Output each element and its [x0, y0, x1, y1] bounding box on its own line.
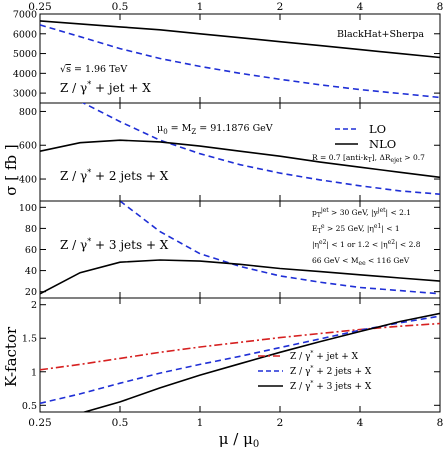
ytick-label: 5000 — [13, 49, 37, 60]
x-axis-label: μ / μ0 — [219, 430, 259, 450]
xtick-label-bottom: 1 — [197, 417, 204, 429]
process-label-jet3: Z / γ* + 3 jets + X — [60, 237, 169, 252]
series-kfactor-z-3-jets-x — [81, 312, 440, 412]
annotation-cut-et: ETe > 25 GeV, |ηe1| < 1 — [312, 223, 400, 235]
ytick-label: 6000 — [13, 29, 37, 40]
xtick-label-bottom: 0.5 — [112, 417, 129, 429]
process-label-jet2: Z / γ* + 2 jets + X — [60, 168, 169, 183]
ytick-label: 800 — [19, 107, 37, 118]
xtick-label-bottom: 0.25 — [28, 417, 51, 429]
series-jet1-lo — [40, 24, 440, 99]
legend-k-jet1-label: Z / γ* + jet + X — [290, 350, 359, 362]
ytick-label: 4000 — [13, 69, 37, 80]
xtick-label-bottom: 4 — [357, 417, 364, 429]
xtick-label-bottom: 2 — [277, 417, 284, 429]
xtick-label-top: 0.5 — [112, 1, 129, 13]
series-jet3-lo — [119, 201, 440, 295]
series-jet1-nlo — [40, 20, 440, 59]
series-jet2-nlo — [40, 139, 440, 179]
legend-nlo-label: NLO — [369, 137, 396, 151]
legend-lo-label: LO — [369, 122, 386, 136]
xtick-label-top: 2 — [277, 1, 284, 13]
ytick-label: 1.5 — [22, 334, 37, 345]
annotation-jet-algorithm: R = 0.7 [anti-kT], ΔRejet > 0.7 — [312, 153, 425, 164]
xtick-label-top: 1 — [197, 1, 204, 13]
annotation-blackhat-sherpa: BlackHat+Sherpa — [337, 29, 424, 40]
ytick-label: 3000 — [13, 89, 37, 100]
ytick-label: 2 — [31, 300, 37, 311]
annotation-cut-mass: 66 GeV < Mee < 116 GeV — [312, 256, 410, 267]
legend-k-jet2-label: Z / γ* + 2 jets + X — [290, 365, 372, 377]
annotation-cut-pt: pTjet > 30 GeV, |yjet| < 2.1 — [312, 207, 411, 219]
ytick-label: 400 — [19, 175, 37, 186]
ytick-label: 0.5 — [22, 401, 37, 412]
xtick-label-top: 0.25 — [28, 1, 51, 13]
annotation-mu0: μ0 = MZ = 91.1876 GeV — [157, 123, 273, 136]
annotation-cut-eta2: |ηe2| < 1 or 1.2 < |ηe2| < 2.8 — [312, 239, 421, 249]
ytick-label: 100 — [19, 203, 37, 214]
xtick-label-top: 8 — [437, 1, 443, 13]
series-kfactor-z-jet-x — [40, 322, 440, 371]
ytick-label: 600 — [19, 141, 37, 152]
series-jet2-lo — [81, 103, 440, 195]
panel-frame-kfactor — [39, 297, 441, 413]
xtick-label-bottom: 8 — [437, 417, 443, 429]
ytick-label: 7000 — [13, 10, 37, 21]
process-label-jet1: Z / γ* + jet + X — [60, 80, 151, 95]
ytick-label: 40 — [25, 266, 37, 277]
ytick-label: 20 — [25, 287, 37, 298]
series-kfactor-z-2-jets-x — [40, 315, 440, 405]
ytick-label: 1 — [31, 367, 37, 378]
legend-k-jet3-label: Z / γ* + 3 jets + X — [290, 380, 372, 392]
y-axis-label-kfactor: K-factor — [2, 326, 20, 387]
ytick-label: 80 — [25, 224, 37, 235]
xtick-label-top: 4 — [357, 1, 364, 13]
annotation-sqrt-s: √s = 1.96 TeV — [60, 64, 127, 75]
ytick-label: 60 — [25, 245, 37, 256]
y-axis-label-sigma: σ [ fb ] — [2, 144, 20, 195]
series-jet3-nlo — [40, 259, 440, 295]
